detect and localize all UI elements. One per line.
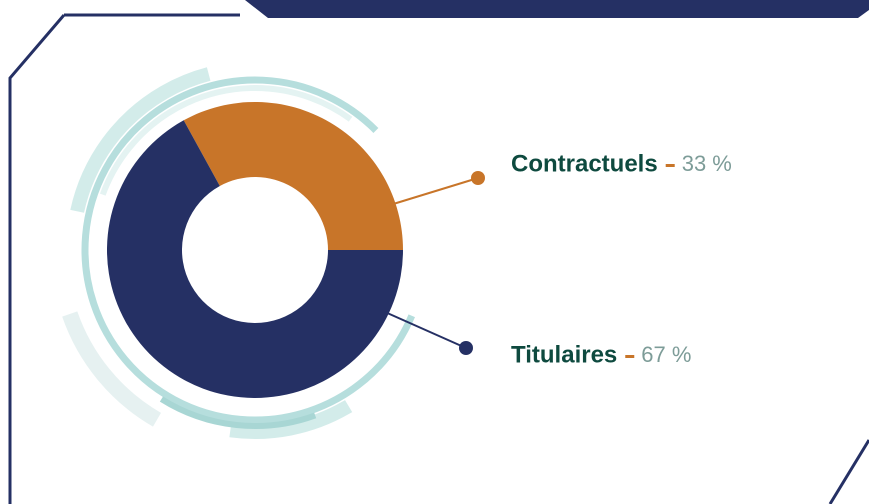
leader-line	[384, 311, 467, 349]
value-label: 33 %	[682, 151, 732, 176]
separator-dash	[665, 164, 675, 167]
separator-dash	[625, 355, 635, 358]
value-label: 67 %	[641, 342, 691, 367]
slice	[183, 101, 403, 250]
decor-rings	[51, 46, 460, 454]
legend-label: Contractuels	[511, 150, 658, 177]
top-bar	[245, 0, 869, 18]
leader-line	[389, 177, 479, 206]
leader-dot	[471, 171, 485, 185]
frame-line	[8, 14, 66, 504]
frame-line	[828, 439, 869, 504]
leader-dot	[459, 341, 473, 355]
legend-label: Titulaires	[511, 341, 617, 368]
slice	[107, 120, 403, 398]
